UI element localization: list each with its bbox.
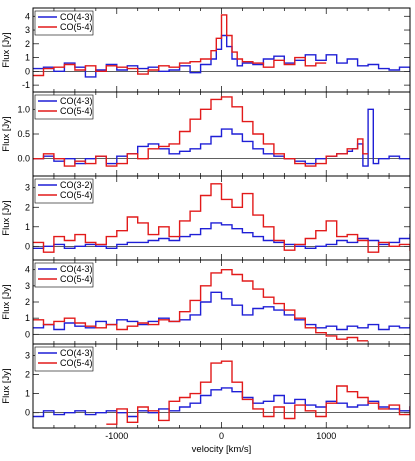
series-line-co32	[33, 222, 410, 249]
y-tick-label: 0	[25, 408, 30, 418]
legend-label: CO(5-4)	[60, 190, 93, 200]
y-tick-label: 3	[25, 350, 30, 360]
legend-box	[34, 346, 94, 372]
y-tick-label: 2	[25, 202, 30, 212]
legend: CO(4-3)CO(5-4)	[34, 10, 94, 36]
y-axis-title: Flux [Jy]	[1, 32, 12, 67]
panel-1: -1 0 1 2 3 4 Flux [Jy] CO(4-3)CO(5-4)	[1, 7, 411, 93]
series-line-co54	[33, 14, 327, 77]
y-tick-label: 4	[25, 265, 30, 275]
legend-box	[34, 10, 94, 36]
series-group	[33, 269, 410, 342]
legend: CO(3-2)CO(5-4)	[34, 178, 94, 204]
y-tick-label: 2	[25, 297, 30, 307]
x-tick-label: 0	[219, 431, 224, 441]
y-tick-label: 2	[25, 370, 30, 380]
panel-5: 0 1 2 3 Flux [Jy] CO(4-3)CO(5-4) -1000 0 1000 vel…	[1, 343, 411, 455]
y-axis-title: Flux [Jy]	[1, 368, 12, 403]
y-tick-label: 1	[25, 53, 30, 63]
legend: CO(4-3)CO(5-4)	[34, 262, 94, 288]
y-tick-label: 0	[25, 66, 30, 76]
series-line-co43	[33, 34, 410, 78]
legend-box	[34, 178, 94, 204]
series-line-co54	[33, 96, 369, 167]
series-group	[33, 96, 410, 167]
y-tick-label: 0	[25, 241, 30, 251]
legend-box	[34, 262, 94, 288]
legend: CO(4-3)CO(5-4)	[34, 346, 94, 372]
legend: CO(4-3)CO(5-4)	[34, 94, 94, 120]
y-axis-title: Flux [Jy]	[1, 284, 12, 319]
x-tick-label: -1000	[105, 431, 128, 441]
y-tick-label: 4	[25, 11, 30, 21]
legend-label: CO(4-3)	[60, 96, 93, 106]
legend-label: CO(3-2)	[60, 180, 93, 190]
legend-box	[34, 94, 94, 120]
legend-label: CO(5-4)	[60, 274, 93, 284]
panel-2: 0.0 0.5 1.0 Flux [Jy] CO(4-3)CO(5-4)	[1, 91, 411, 177]
panel-4: 0 1 2 3 4 Flux [Jy] CO(4-3)CO(5-4)	[1, 259, 411, 345]
y-tick-label: 0.0	[17, 154, 30, 164]
series-line-co54	[33, 269, 369, 342]
y-axis-title: Flux [Jy]	[1, 200, 12, 235]
legend-label: CO(4-3)	[60, 264, 93, 274]
y-tick-label: 1	[25, 389, 30, 399]
series-group	[33, 183, 410, 253]
legend-label: CO(5-4)	[60, 106, 93, 116]
series-group	[33, 360, 410, 425]
legend-label: CO(4-3)	[60, 348, 93, 358]
y-tick-label: 3	[25, 183, 30, 193]
legend-label: CO(5-4)	[60, 358, 93, 368]
y-tick-label: 0.5	[17, 129, 30, 139]
series-line-co43	[33, 291, 410, 331]
y-tick-label: 0	[25, 329, 30, 339]
x-axis-title: velocity [km/s]	[192, 444, 252, 455]
y-tick-label: 3	[25, 25, 30, 35]
x-tick-label: 1000	[316, 431, 336, 441]
panel-frame	[32, 343, 411, 429]
series-line-co43	[33, 387, 410, 418]
series-line-co54	[106, 360, 410, 425]
y-tick-label: 1	[25, 222, 30, 232]
y-tick-label: 2	[25, 39, 30, 49]
panel-3: 0 1 2 3 Flux [Jy] CO(3-2)CO(5-4)	[1, 175, 411, 261]
series-line-co54	[33, 183, 410, 253]
legend-label: CO(5-4)	[60, 22, 93, 32]
series-group	[33, 14, 410, 78]
y-tick-label: -1	[22, 80, 30, 90]
y-tick-label: 1.0	[17, 104, 30, 114]
y-tick-label: 1	[25, 313, 30, 323]
y-tick-label: 3	[25, 281, 30, 291]
y-axis-title: Flux [Jy]	[1, 116, 12, 151]
legend-label: CO(4-3)	[60, 12, 93, 22]
